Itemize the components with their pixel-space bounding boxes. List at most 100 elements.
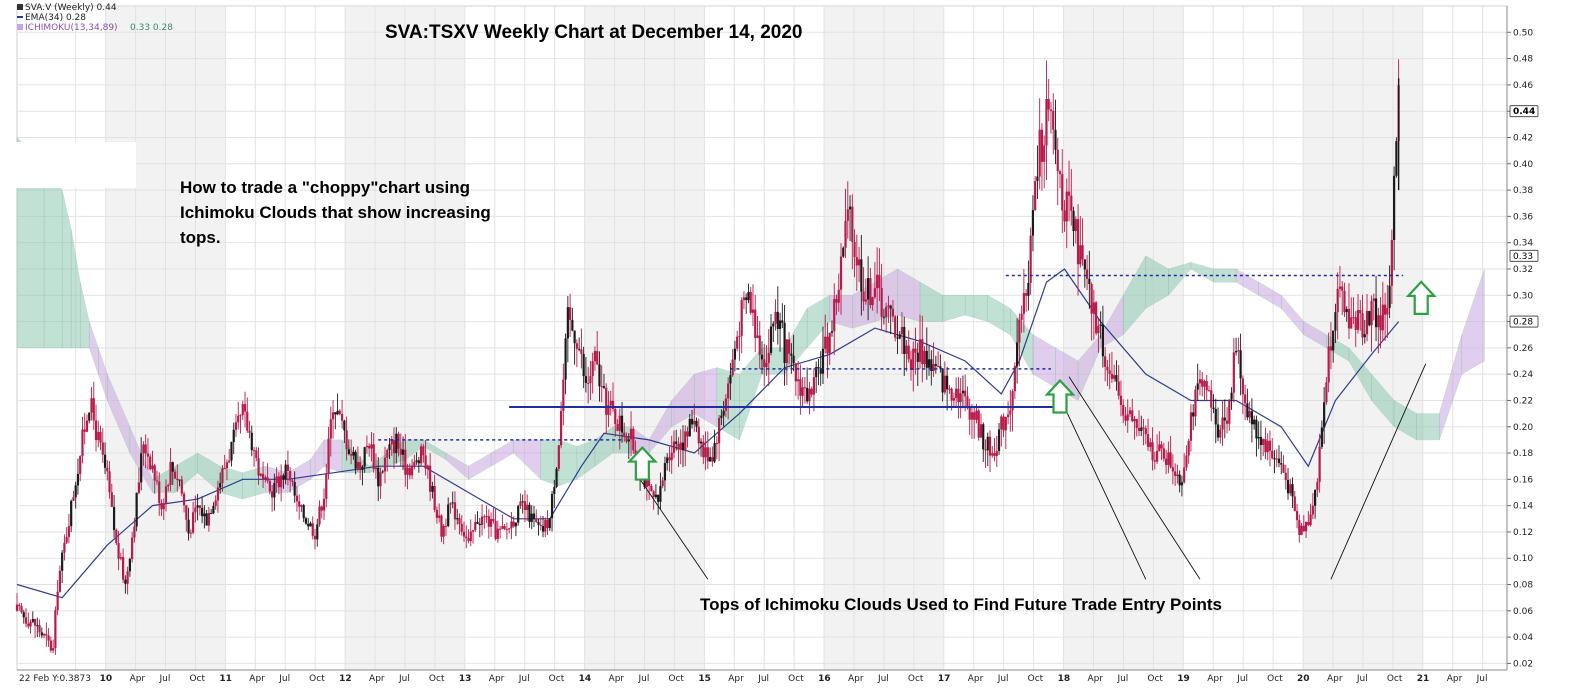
- candle-body: [891, 308, 895, 317]
- candle-body: [1221, 417, 1224, 430]
- candle-body: [941, 368, 944, 393]
- candle-body: [623, 432, 626, 437]
- candle-body: [988, 436, 992, 456]
- candle-body: [52, 648, 55, 651]
- candle-body: [720, 415, 723, 418]
- candle-body: [379, 472, 382, 487]
- candle-body: [230, 441, 233, 461]
- candle-body: [559, 410, 563, 446]
- candle-body: [49, 640, 52, 651]
- candle-body: [90, 398, 93, 413]
- candle-body: [1262, 439, 1265, 445]
- candle-body: [537, 521, 540, 525]
- candle-body: [1277, 458, 1281, 464]
- candle-body: [38, 625, 41, 633]
- y-tick-label: 0.36: [1513, 212, 1533, 222]
- candle-body: [860, 259, 863, 292]
- candle-body: [767, 352, 770, 363]
- candle-body: [562, 379, 565, 411]
- candle-body: [747, 291, 750, 301]
- candle-body: [460, 523, 463, 532]
- candle-body: [887, 305, 890, 307]
- y-tick-label: 0.38: [1513, 186, 1533, 196]
- candle-body: [1155, 451, 1159, 462]
- candle-body: [81, 429, 84, 457]
- candle-body: [952, 398, 955, 401]
- annotation-line-1: How to trade a "choppy"chart using: [180, 178, 470, 197]
- candle-body: [135, 493, 138, 527]
- candle-body: [1230, 392, 1233, 400]
- candle-body: [530, 513, 533, 522]
- candle-body: [1061, 174, 1064, 211]
- candle-body: [853, 241, 856, 258]
- candle-body: [1016, 342, 1019, 367]
- candle-body: [909, 359, 913, 371]
- candle-body: [1083, 259, 1086, 270]
- candle-body: [343, 420, 346, 431]
- candle-body: [1334, 312, 1337, 331]
- candle-body: [616, 424, 619, 431]
- candle-body: [1205, 381, 1208, 391]
- candle-body: [316, 524, 319, 540]
- candle-body: [955, 388, 958, 399]
- candle-body: [666, 457, 669, 464]
- candle-body: [826, 336, 829, 354]
- candle-body: [295, 495, 299, 502]
- candle-body: [241, 404, 244, 415]
- candle-body: [153, 465, 156, 481]
- legend-price: SVA.V (Weekly) 0.44: [25, 3, 117, 13]
- candle-body: [1128, 410, 1132, 415]
- candle-body: [894, 316, 897, 338]
- candle-body: [415, 460, 418, 462]
- candle-body: [869, 278, 872, 306]
- candle-body: [1101, 324, 1104, 357]
- candle-body: [142, 444, 145, 454]
- candle-body: [47, 635, 50, 641]
- y-tick-label: 0.50: [1513, 28, 1533, 38]
- entry-arrow: [1405, 280, 1437, 315]
- y-tick-label: 0.48: [1513, 55, 1533, 65]
- candle-body: [356, 462, 359, 469]
- candle-body: [1178, 474, 1181, 486]
- candle-body: [216, 487, 220, 501]
- candle-body: [456, 518, 459, 520]
- candle-body: [462, 531, 466, 537]
- candle-body: [810, 388, 813, 395]
- candle-body: [83, 429, 86, 432]
- candle-body: [596, 351, 599, 365]
- candle-body: [1248, 411, 1251, 418]
- candle-body: [22, 612, 25, 618]
- candle-body: [1323, 402, 1326, 428]
- candle-body: [711, 457, 714, 462]
- candle-body: [480, 516, 484, 526]
- candle-body: [517, 505, 520, 523]
- candle-body: [1004, 417, 1007, 431]
- candle-body: [1381, 304, 1384, 331]
- candle-body: [1160, 444, 1163, 449]
- entry-arrows: [626, 280, 1437, 481]
- candle-body: [243, 404, 247, 412]
- candle-body: [684, 431, 687, 451]
- x-tick-label: Apr: [1207, 674, 1223, 684]
- candle-body: [307, 523, 310, 527]
- candle-body: [751, 309, 755, 313]
- candle-body: [471, 530, 475, 532]
- candle-body: [422, 446, 425, 456]
- candle-body: [252, 450, 256, 452]
- candle-body: [207, 513, 210, 526]
- candle-body: [781, 320, 784, 323]
- candle-body: [1234, 350, 1238, 353]
- candle-body: [1047, 99, 1050, 110]
- candle-body: [848, 206, 852, 210]
- y-tick-label: 0.22: [1513, 396, 1533, 406]
- candle-body: [1345, 308, 1348, 313]
- candle-body: [304, 518, 308, 524]
- candle-body: [327, 438, 330, 474]
- candle-body: [539, 524, 542, 526]
- pointer-line: [639, 479, 709, 580]
- candle-body: [837, 289, 840, 303]
- candle-body: [1025, 293, 1028, 296]
- candle-body: [803, 387, 806, 389]
- candle-body: [661, 480, 664, 487]
- candle-body: [1377, 315, 1380, 328]
